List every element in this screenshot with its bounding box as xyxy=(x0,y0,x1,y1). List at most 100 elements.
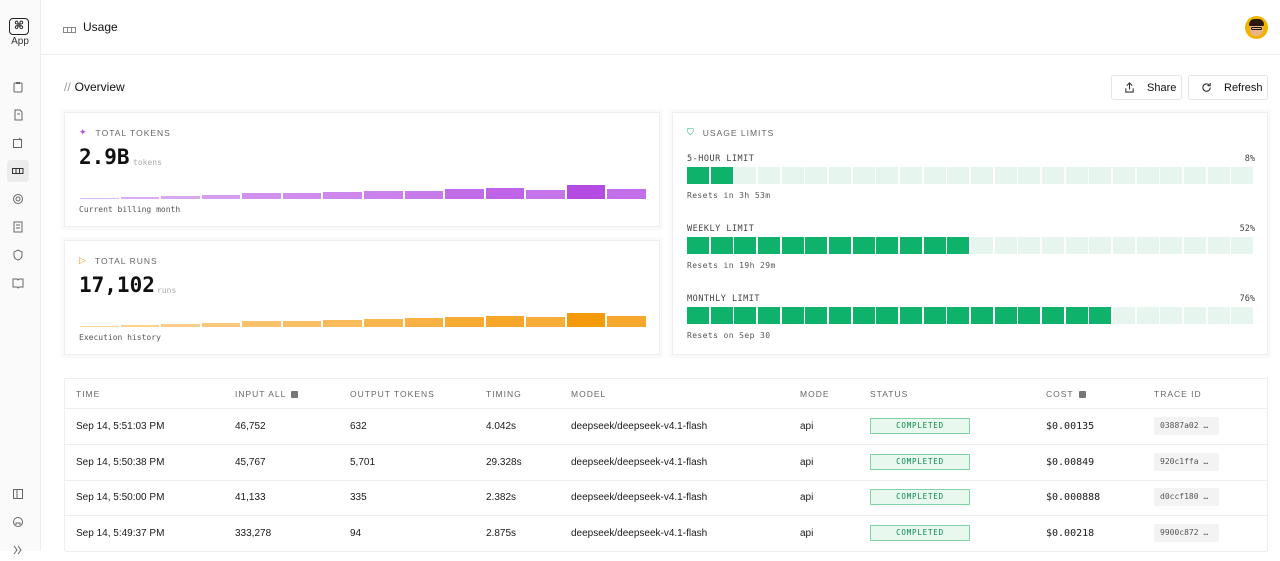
limit-segment xyxy=(1113,167,1136,184)
target-icon xyxy=(13,194,23,204)
limit-segment xyxy=(734,167,757,184)
col-input[interactable]: INPUT ALL xyxy=(235,389,299,399)
usage-icon xyxy=(63,22,77,40)
limit-segment xyxy=(1018,307,1041,324)
table-row[interactable]: Sep 14, 5:50:00 PM 41,133 335 2.382s deepsee… xyxy=(65,480,1267,516)
refresh-icon xyxy=(1202,82,1211,92)
sidebar-item-file[interactable] xyxy=(7,104,29,126)
cell-time: Sep 14, 5:50:00 PM xyxy=(76,492,165,503)
share-icon xyxy=(1125,82,1134,93)
sidebar-item-book[interactable] xyxy=(7,272,29,294)
col-timing[interactable]: TIMING xyxy=(486,389,522,399)
limit-segment xyxy=(1113,237,1136,254)
total-tokens-value: 2.9B xyxy=(79,145,130,169)
cell-input: 333,278 xyxy=(235,527,272,539)
limit-segment xyxy=(1160,167,1183,184)
sidebar-bottom-panel[interactable] xyxy=(7,483,29,505)
cell-output: 5,701 xyxy=(350,456,376,468)
trace-id-chip[interactable]: 9900c872 … xyxy=(1154,523,1219,542)
limit-name: WEEKLY LIMIT xyxy=(687,224,755,234)
chart-bar xyxy=(404,190,444,199)
sidebar-item-document[interactable] xyxy=(7,216,29,238)
col-status[interactable]: STATUS xyxy=(870,389,909,399)
limit-segment xyxy=(994,237,1017,254)
limit-segment xyxy=(1231,237,1254,254)
sidebar-item-clipboard[interactable] xyxy=(7,76,29,98)
chart-bar xyxy=(566,312,606,327)
limit-segment xyxy=(687,307,710,324)
limit-segment xyxy=(805,237,828,254)
chart-bar xyxy=(242,321,281,327)
sidebar-item-edit[interactable] xyxy=(7,132,29,154)
limit-segment xyxy=(1207,237,1230,254)
sidebar-bottom-github[interactable] xyxy=(7,511,29,533)
col-trace[interactable]: TRACE ID xyxy=(1154,389,1202,399)
card-label: TOTAL RUNS xyxy=(94,255,158,266)
runs-unit: runs xyxy=(157,286,177,295)
col-mode[interactable]: MODE xyxy=(800,389,830,399)
limit-segment xyxy=(687,167,710,184)
trace-id-chip[interactable]: 03887a02 … xyxy=(1154,417,1219,435)
limit-segment xyxy=(1160,307,1183,324)
chart-bar xyxy=(80,198,119,199)
limit-segment xyxy=(710,167,733,184)
limit-reset: Resets in 19h 29m xyxy=(687,261,776,270)
sidebar-item-usage[interactable] xyxy=(7,160,29,182)
chart-bar xyxy=(282,321,322,327)
col-output[interactable]: OUTPUT TOKENS xyxy=(350,389,435,399)
limit-segment xyxy=(805,307,828,324)
share-button[interactable]: Share xyxy=(1111,75,1182,100)
limit-segment xyxy=(1207,307,1230,324)
col-time[interactable]: TIME xyxy=(76,389,101,399)
chart-bar xyxy=(526,190,565,199)
avatar[interactable] xyxy=(1245,16,1268,39)
edit-icon xyxy=(13,137,23,148)
limit-segment xyxy=(1089,307,1112,324)
table-row[interactable]: Sep 14, 5:50:38 PM 45,767 5,701 29.328s deep… xyxy=(65,445,1267,481)
tokens-unit: tokens xyxy=(133,158,162,167)
limit-segment xyxy=(1160,237,1183,254)
refresh-button[interactable]: Refresh xyxy=(1188,75,1268,100)
card-label: USAGE LIMITS xyxy=(702,127,775,138)
table-row[interactable]: Sep 14, 5:51:03 PM 46,752 632 4.042s deepsee… xyxy=(65,409,1267,445)
cell-cost: $0.00218 xyxy=(1046,527,1095,539)
cell-output: 335 xyxy=(350,492,367,503)
trace-id-chip[interactable]: d0ccf180 … xyxy=(1154,488,1219,506)
cell-input: 45,767 xyxy=(235,456,266,468)
info-icon[interactable] xyxy=(1078,390,1086,398)
limit-segment xyxy=(1184,237,1207,254)
trace-id-chip[interactable]: 920c1ffa … xyxy=(1154,452,1219,471)
limit-segment xyxy=(900,167,923,184)
limit-segment xyxy=(852,307,875,324)
app-logo-icon[interactable]: ⌘ xyxy=(9,18,29,35)
panel-icon xyxy=(13,489,23,499)
chart-bar xyxy=(161,196,200,199)
limit-segment xyxy=(923,307,946,324)
cell-mode: api xyxy=(800,527,814,539)
tokens-bar-chart xyxy=(79,175,647,199)
limit-percent: 52% xyxy=(1239,224,1255,234)
limit-segment xyxy=(734,307,757,324)
sidebar-item-shield[interactable] xyxy=(7,244,29,266)
table-row[interactable]: Sep 14, 5:49:37 PM 333,278 94 2.875s deepsee… xyxy=(65,516,1267,552)
cell-mode: api xyxy=(800,421,814,432)
col-model[interactable]: MODEL xyxy=(571,389,607,399)
sidebar-bottom-collapse[interactable] xyxy=(7,539,29,561)
limit-percent: 8% xyxy=(1244,154,1255,164)
card-label: TOTAL TOKENS xyxy=(95,127,171,138)
chart-bar xyxy=(161,324,200,327)
col-cost[interactable]: COST xyxy=(1046,389,1086,399)
cell-mode: api xyxy=(800,492,814,503)
sidebar-item-target[interactable] xyxy=(7,188,29,210)
chart-bar xyxy=(404,318,444,327)
limit-2: MONTHLY LIMIT 76% Resets on Sep 30 xyxy=(687,294,1255,344)
limit-progress xyxy=(687,307,1255,324)
file-icon xyxy=(14,109,23,121)
limit-segment xyxy=(852,167,875,184)
limit-segment xyxy=(1018,237,1041,254)
table-header: TIME INPUT ALL OUTPUT TOKENS TIMING MODE… xyxy=(65,379,1267,409)
cell-input: 41,133 xyxy=(235,492,266,503)
share-label: Share xyxy=(1147,81,1177,94)
info-icon[interactable] xyxy=(291,390,299,398)
sidebar: ⌘ App xyxy=(0,0,41,555)
